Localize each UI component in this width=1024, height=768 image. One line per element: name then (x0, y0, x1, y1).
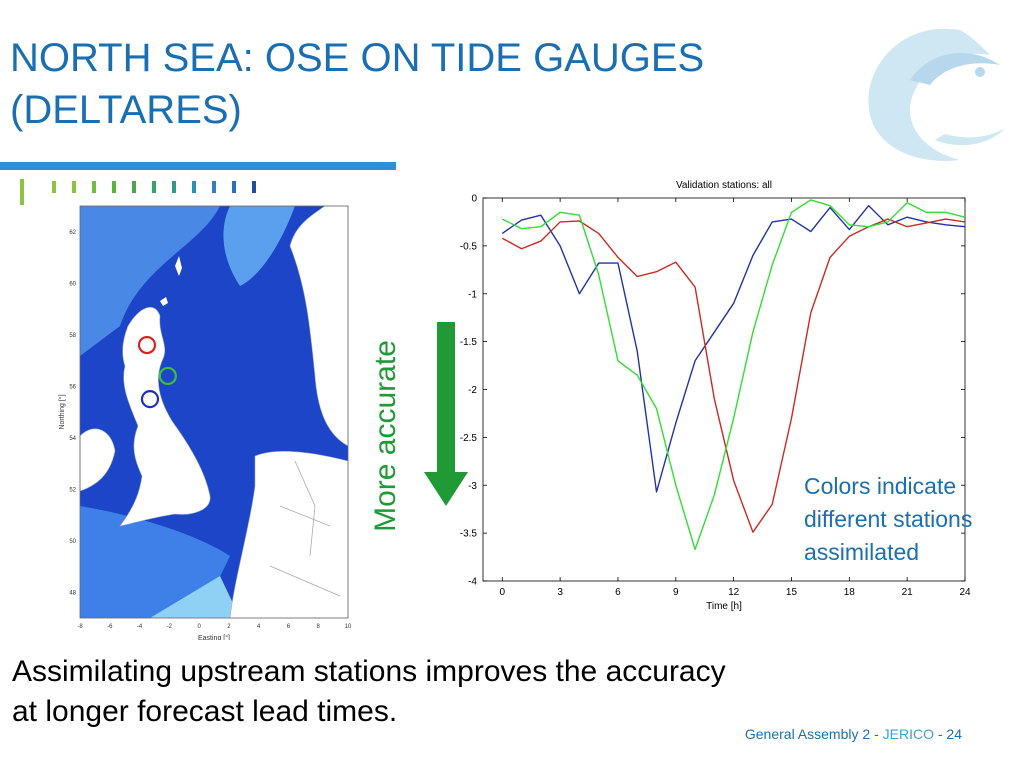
page-title: NORTH SEA: OSE ON TIDE GAUGES (DELTARES) (10, 36, 705, 132)
decorative-dash (52, 181, 56, 193)
map-x-tick-label: 4 (257, 624, 261, 630)
country-borders (269, 460, 341, 597)
norway-land (289, 205, 349, 447)
map-x-tick-label: 6 (287, 624, 291, 630)
station-circle-2 (158, 366, 177, 386)
channel-shallows (150, 576, 240, 618)
map-y-tick-label: 56 (69, 384, 76, 390)
x-tick-label: 9 (673, 587, 679, 598)
series-line-2 (501, 218, 966, 533)
decorative-dash (172, 181, 176, 193)
map-y-tick-label: 62 (69, 230, 76, 236)
decorative-dash (92, 181, 96, 193)
decorative-dash (72, 181, 76, 193)
plot-area (482, 197, 966, 582)
y-tick-label: 0 (471, 194, 477, 205)
x-tick-label: 21 (902, 587, 914, 598)
channel-approach (80, 506, 230, 618)
map-border (79, 205, 349, 619)
footer-event: General Assembly 2 (744, 726, 871, 742)
map-x-axis-label: Easting [°] (198, 634, 230, 640)
note-line-2: different stations (804, 506, 973, 532)
y-tick-label: -2 (468, 385, 477, 396)
x-tick-label: 6 (615, 587, 621, 598)
y-tick-label: -0.5 (460, 241, 478, 252)
footer-separator-1: - (870, 726, 883, 742)
conclusion-text: Assimilating upstream stations improves … (12, 652, 952, 732)
map-y-tick-label: 52 (69, 487, 76, 493)
ireland-land (79, 428, 116, 492)
x-tick-label: 12 (728, 587, 740, 598)
x-tick-label: 24 (959, 587, 971, 598)
footer-page-number: 24 (946, 726, 962, 742)
decorative-dash (132, 181, 136, 193)
y-tick-label: -1 (468, 289, 477, 300)
title-underline (0, 162, 396, 170)
decorative-dash (232, 181, 236, 193)
north-sea-map: -8 -6 -4 -2 0 2 4 6 8 10 62 60 58 56 54 52 50 48 Easting [… (58, 205, 352, 640)
great-britain-land (119, 307, 211, 527)
note-line-3: assimilated (804, 539, 920, 565)
map-x-tick-label: 2 (227, 624, 231, 630)
map-x-tick-label: -2 (167, 624, 173, 630)
decorative-dash (20, 179, 24, 205)
wave-logo-icon (868, 28, 1005, 161)
station-circle-3 (140, 390, 160, 409)
decorative-dash (192, 181, 196, 193)
x-tick-label: 15 (786, 587, 798, 598)
down-arrow-icon (424, 322, 468, 506)
map-y-tick-label: 60 (69, 281, 76, 287)
norwegian-trench-shallows (223, 206, 295, 286)
map-y-tick-label: 48 (69, 590, 76, 596)
station-circle-1 (137, 335, 157, 355)
slide-footer: General Assembly 2 - JERICO - 24 (700, 726, 962, 742)
note-line-1: Colors indicate (804, 473, 957, 499)
y-tick-label: -3 (468, 481, 477, 492)
x-tick-label: 3 (557, 587, 563, 598)
northern-isles-land (160, 256, 182, 306)
y-tick-label: -4 (468, 577, 477, 588)
map-x-tick-label: -8 (77, 624, 83, 630)
series-line-1 (501, 204, 966, 493)
conclusion-line-1: Assimilating upstream stations improves … (12, 655, 726, 688)
map-y-axis-label: Northing [°] (58, 394, 66, 429)
map-x-tick-label: -4 (137, 624, 143, 630)
shelf-area (80, 206, 220, 356)
decorative-dash-row (20, 179, 280, 207)
map-y-tick-label: 50 (69, 539, 76, 545)
decorative-dash (252, 181, 256, 193)
y-tick-label: -1.5 (460, 337, 478, 348)
map-x-tick-label: 8 (317, 624, 321, 630)
map-x-tick-label: 10 (345, 624, 352, 630)
colors-note: Colors indicate different stations assim… (804, 470, 1019, 569)
decorative-dash (212, 181, 216, 193)
map-x-tick-label: -6 (107, 624, 113, 630)
decorative-dash (112, 181, 116, 193)
decorative-dash (152, 181, 156, 193)
series-line-3 (501, 199, 966, 551)
x-tick-label: 18 (844, 587, 856, 598)
more-accurate-label: More accurate (369, 340, 402, 532)
validation-line-chart: Validation stations: all 0 3 6 9 12 15 18 21 24 0 -… (460, 180, 971, 612)
map-y-tick-label: 54 (69, 436, 76, 442)
chart-title: Validation stations: all (676, 180, 772, 191)
map-y-tick-label: 58 (69, 333, 76, 339)
footer-project: JERICO (882, 726, 934, 742)
y-tick-label: -3.5 (460, 529, 478, 540)
y-tick-label: -2.5 (460, 433, 478, 444)
x-tick-label: 0 (499, 587, 505, 598)
footer-separator-2: - (933, 726, 947, 742)
map-x-tick-label: 0 (197, 624, 201, 630)
x-axis-label: Time [h] (706, 601, 742, 612)
conclusion-line-2: at longer forecast lead times. (12, 695, 398, 728)
